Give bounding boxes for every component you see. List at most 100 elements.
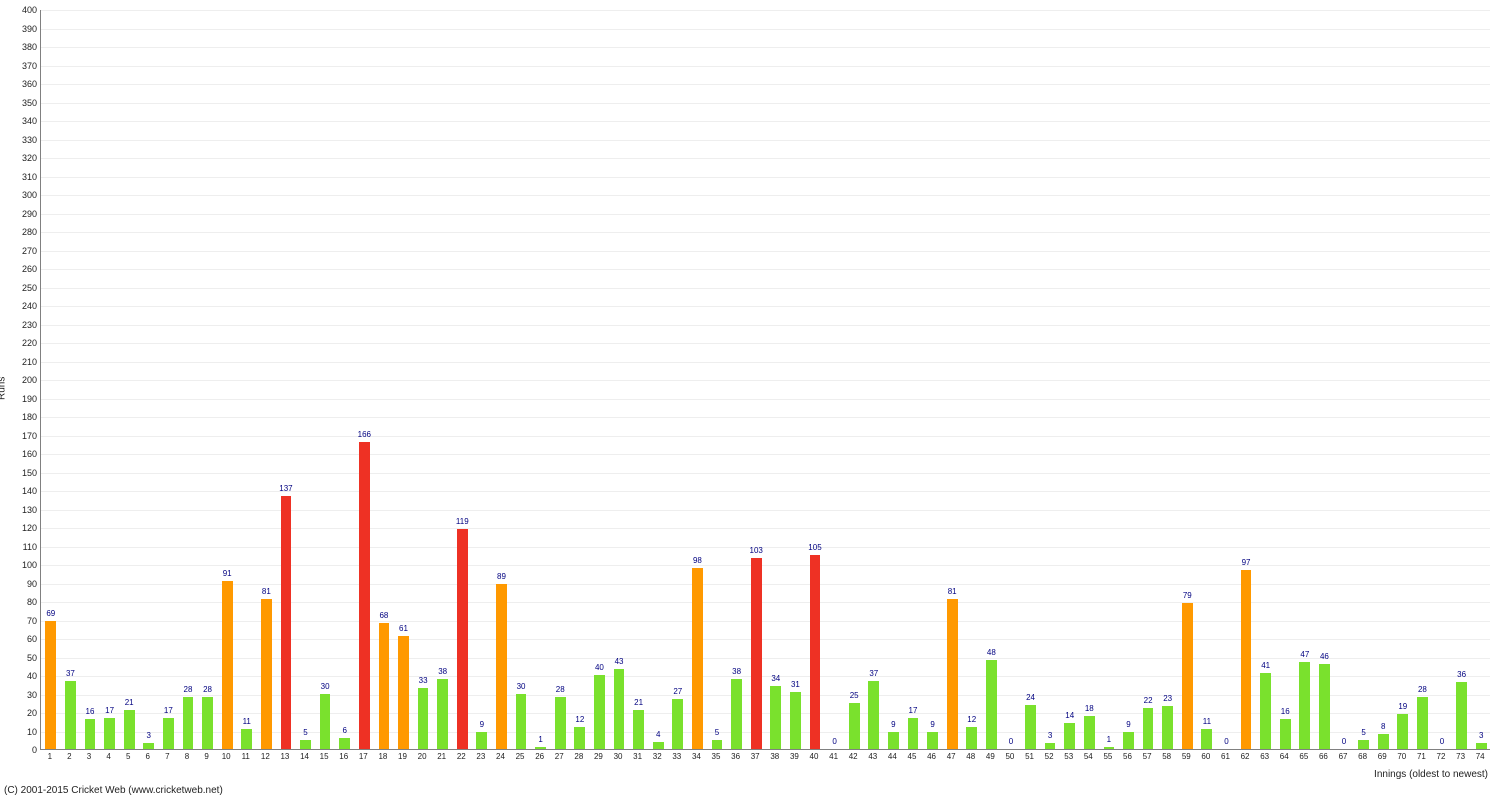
x-tick-label: 25 [516, 752, 525, 761]
x-tick-label: 24 [496, 752, 505, 761]
y-tick-label: 80 [27, 597, 37, 607]
y-tick-label: 10 [27, 727, 37, 737]
bar-value-label: 3 [147, 731, 151, 740]
bar [888, 732, 899, 749]
bar-value-label: 11 [243, 717, 251, 726]
x-tick-label: 41 [829, 752, 838, 761]
bar [476, 732, 487, 749]
gridline [41, 547, 1490, 548]
gridline [41, 436, 1490, 437]
bar-value-label: 12 [967, 715, 976, 724]
gridline [41, 140, 1490, 141]
x-tick-label: 55 [1103, 752, 1112, 761]
bar [379, 623, 390, 749]
bar-value-label: 89 [497, 572, 506, 581]
bar [163, 718, 174, 749]
y-tick-label: 250 [22, 283, 37, 293]
bar-value-label: 28 [556, 685, 565, 694]
gridline [41, 232, 1490, 233]
y-tick-label: 50 [27, 653, 37, 663]
bar-value-label: 28 [1418, 685, 1427, 694]
bar [1143, 708, 1154, 749]
x-tick-label: 6 [146, 752, 150, 761]
bar-value-label: 16 [1281, 707, 1290, 716]
bar-value-label: 46 [1320, 652, 1329, 661]
bar-value-label: 166 [358, 430, 371, 439]
bar [1201, 729, 1212, 749]
x-axis-title: Innings (oldest to newest) [1374, 769, 1488, 780]
y-tick-label: 160 [22, 449, 37, 459]
bar-value-label: 27 [673, 687, 682, 696]
gridline [41, 639, 1490, 640]
bar [1280, 719, 1291, 749]
gridline [41, 103, 1490, 104]
bar-value-label: 3 [1048, 731, 1052, 740]
x-tick-label: 59 [1182, 752, 1191, 761]
x-tick-label: 72 [1437, 752, 1446, 761]
y-tick-label: 150 [22, 468, 37, 478]
x-tick-label: 57 [1143, 752, 1152, 761]
x-tick-label: 49 [986, 752, 995, 761]
bar-value-label: 0 [1009, 737, 1013, 746]
gridline [41, 528, 1490, 529]
gridline [41, 584, 1490, 585]
y-tick-label: 130 [22, 505, 37, 515]
gridline [41, 214, 1490, 215]
bar [1378, 734, 1389, 749]
bar [1319, 664, 1330, 749]
bar-value-label: 21 [634, 698, 643, 707]
bar-value-label: 81 [262, 587, 271, 596]
gridline [41, 676, 1490, 677]
gridline [41, 177, 1490, 178]
gridline [41, 417, 1490, 418]
x-tick-label: 69 [1378, 752, 1387, 761]
x-tick-label: 61 [1221, 752, 1230, 761]
y-axis-title: Runs [0, 377, 8, 400]
bar [1064, 723, 1075, 749]
x-tick-label: 63 [1260, 752, 1269, 761]
x-tick-label: 17 [359, 752, 368, 761]
bar-value-label: 5 [303, 728, 307, 737]
bar-value-label: 9 [891, 720, 895, 729]
bar [986, 660, 997, 749]
gridline [41, 380, 1490, 381]
copyright-text: (C) 2001-2015 Cricket Web (www.cricketwe… [4, 785, 223, 796]
bar [516, 694, 527, 750]
bar-value-label: 61 [399, 624, 408, 633]
bar-value-label: 0 [1342, 737, 1346, 746]
gridline [41, 732, 1490, 733]
bar-value-label: 3 [1479, 731, 1483, 740]
y-tick-label: 70 [27, 616, 37, 626]
x-tick-label: 8 [185, 752, 189, 761]
bar [594, 675, 605, 749]
bar-value-label: 1 [1107, 735, 1111, 744]
x-tick-label: 5 [126, 752, 130, 761]
x-tick-label: 74 [1476, 752, 1485, 761]
bar-value-label: 17 [105, 706, 114, 715]
y-tick-label: 330 [22, 135, 37, 145]
gridline [41, 288, 1490, 289]
bar-value-label: 12 [575, 715, 584, 724]
x-tick-label: 3 [87, 752, 91, 761]
bar [790, 692, 801, 749]
bar-value-label: 9 [930, 720, 934, 729]
bar-value-label: 31 [791, 680, 800, 689]
y-tick-label: 230 [22, 320, 37, 330]
x-tick-label: 47 [947, 752, 956, 761]
bar-value-label: 22 [1144, 696, 1153, 705]
bar-value-label: 5 [1361, 728, 1365, 737]
bar-value-label: 97 [1242, 558, 1251, 567]
x-tick-label: 18 [378, 752, 387, 761]
x-tick-label: 19 [398, 752, 407, 761]
bar [1123, 732, 1134, 749]
x-tick-label: 44 [888, 752, 897, 761]
bar [1084, 716, 1095, 749]
x-tick-label: 16 [339, 752, 348, 761]
bar [692, 568, 703, 749]
bar [927, 732, 938, 749]
x-tick-label: 37 [751, 752, 760, 761]
gridline [41, 121, 1490, 122]
bar-value-label: 0 [1440, 737, 1444, 746]
bar-value-label: 8 [1381, 722, 1385, 731]
y-tick-label: 350 [22, 98, 37, 108]
